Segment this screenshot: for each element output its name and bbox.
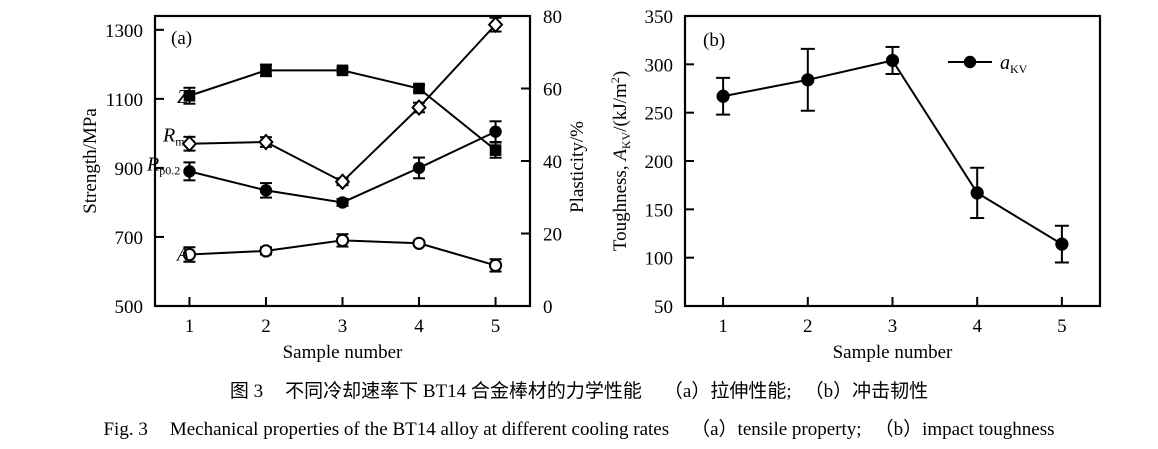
- marker-open-circle: [412, 236, 426, 250]
- marker-open-circle: [259, 244, 273, 258]
- series-label-a: A: [175, 244, 190, 266]
- marker-open-circle: [488, 258, 503, 272]
- marker-filled-square: [336, 64, 349, 77]
- x-tick-label: 5: [491, 316, 501, 337]
- caption-en-sub-b: （b）impact toughness: [874, 419, 1055, 440]
- legend-label-akv: aKV: [1000, 52, 1028, 76]
- marker-open-diamond: [487, 16, 504, 34]
- marker-filled-circle: [336, 196, 349, 209]
- x-tick-label: 2: [261, 316, 271, 337]
- panel-a-plot: 500 700 900 1100 1300 0 20 40 60 80 1 2 3 4 5 Sample nu…: [80, 7, 588, 363]
- panel-a-ylabel-left: Strength/MPa: [80, 108, 101, 214]
- y-tick-label-left: 500: [115, 297, 144, 318]
- caption-chinese: 图 3 不同冷却速率下 BT14 合金棒材的力学性能 （a）拉伸性能; （b）冲击韧性: [0, 376, 1158, 403]
- marker-filled-circle: [489, 125, 502, 138]
- series-Rp0.2: [183, 120, 502, 209]
- marker-open-diamond: [411, 99, 427, 116]
- panel-b-plot: 50 100 150 200 250 300 350 1 2 3 4 5 Sample number To…: [608, 7, 1102, 363]
- marker-open-diamond: [334, 173, 351, 191]
- caption-en-main: Mechanical properties of the BT14 alloy …: [169, 419, 670, 440]
- caption-english: Fig. 3 Mechanical properties of the BT14 …: [0, 414, 1158, 441]
- marker-filled-circle: [1055, 237, 1069, 251]
- y-tick-label-right: 80: [543, 7, 562, 28]
- panel-a-ylabel-right: Plasticity/%: [567, 121, 588, 213]
- x-tick-label: 1: [185, 316, 195, 337]
- series-akv: [716, 45, 1069, 264]
- x-tick-label: 3: [338, 316, 348, 337]
- y-tick-label: 250: [645, 104, 674, 125]
- x-tick-label: 4: [972, 316, 982, 337]
- y-tick-label: 350: [645, 7, 674, 28]
- series-Rm: [181, 16, 504, 191]
- y-tick-label-left: 1100: [106, 90, 143, 111]
- caption-cn-label: 图 3: [229, 381, 264, 402]
- caption-en-label: Fig. 3: [103, 419, 148, 440]
- panel-a-frame: [153, 14, 532, 308]
- marker-open-diamond: [181, 135, 198, 153]
- x-tick-label: 5: [1057, 316, 1067, 337]
- panel-a: 500 700 900 1100 1300 0 20 40 60 80 1 2 3 4 5 Sample nu…: [0, 0, 600, 363]
- marker-filled-square: [260, 64, 272, 77]
- y-tick-label-left: 900: [115, 159, 144, 180]
- panel-b-ylabel: Toughness, AKV/(kJ/m2): [608, 71, 633, 251]
- legend-marker-filled-circle: [963, 55, 977, 69]
- marker-filled-circle: [259, 184, 273, 197]
- y-tick-label-left: 700: [115, 228, 144, 249]
- panel-b-xlabel: Sample number: [833, 342, 953, 363]
- marker-filled-circle: [801, 73, 815, 87]
- series-line: [189, 23, 497, 183]
- y-tick-label: 100: [645, 249, 674, 270]
- x-tick-label: 4: [414, 316, 424, 337]
- marker-filled-circle: [716, 89, 730, 103]
- y-tick-label: 50: [654, 297, 673, 318]
- marker-open-circle: [182, 247, 197, 262]
- marker-filled-square: [183, 89, 196, 102]
- y-tick-label-right: 40: [543, 152, 562, 173]
- series-label-z: Z: [177, 86, 189, 108]
- marker-filled-square: [413, 82, 425, 95]
- panel-b-legend: aKV: [948, 52, 1028, 76]
- series-label-rp02: Rp0.2: [146, 153, 180, 177]
- series-label-rm: Rm: [162, 125, 185, 149]
- caption-en-sub-a: （a）tensile property;: [691, 419, 862, 440]
- series-line: [722, 59, 1063, 245]
- panel-a-xlabel: Sample number: [283, 342, 403, 363]
- panel-b: 50 100 150 200 250 300 350 1 2 3 4 5 Sample number To…: [600, 0, 1158, 363]
- marker-filled-square: [489, 144, 502, 156]
- marker-open-diamond: [258, 133, 274, 151]
- marker-filled-circle: [412, 161, 426, 175]
- caption-cn-sub-b: （b）冲击韧性: [804, 381, 929, 402]
- x-tick-label: 1: [718, 316, 728, 337]
- panel-a-id: (a): [171, 28, 192, 49]
- x-tick-label: 2: [803, 316, 813, 337]
- caption-cn-main: 不同冷却速率下 BT14 合金棒材的力学性能: [285, 381, 642, 402]
- y-tick-label: 200: [645, 152, 674, 173]
- marker-open-circle: [335, 233, 350, 247]
- y-tick-label-right: 0: [543, 297, 553, 318]
- marker-filled-circle: [885, 53, 900, 68]
- y-tick-label: 300: [645, 55, 674, 76]
- y-tick-label-right: 20: [543, 225, 562, 246]
- caption-cn-sub-a: （a）拉伸性能;: [663, 381, 792, 402]
- panel-b-id: (b): [703, 30, 725, 51]
- x-tick-label: 3: [888, 316, 898, 337]
- series-A: [182, 233, 503, 273]
- series-line: [189, 69, 497, 151]
- y-tick-label: 150: [645, 200, 674, 221]
- series-Z: [183, 63, 502, 159]
- marker-filled-circle: [183, 165, 196, 178]
- marker-filled-circle: [970, 186, 984, 200]
- y-tick-label-right: 60: [543, 80, 562, 101]
- y-tick-label-left: 1300: [105, 21, 143, 42]
